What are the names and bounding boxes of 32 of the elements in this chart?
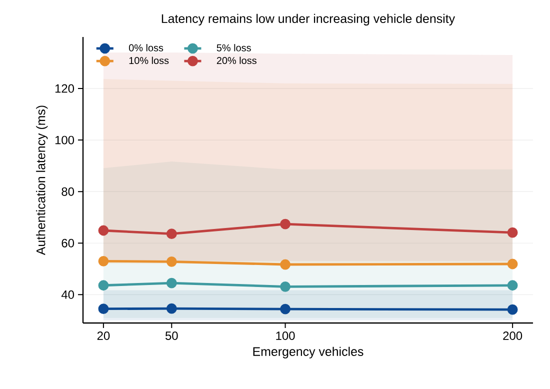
point	[98, 225, 109, 236]
point	[166, 278, 177, 288]
y-tick-label: 80	[62, 187, 74, 196]
y-tick-label: 100	[55, 136, 74, 144]
point	[166, 303, 177, 314]
point	[507, 227, 518, 238]
point	[507, 258, 518, 270]
x-tick-label: 50	[165, 332, 178, 340]
point	[98, 304, 109, 314]
legend-label: 5% loss	[216, 44, 251, 52]
chart-title: Latency remains low under increasing vehicle density	[162, 14, 456, 26]
x-axis-title: Emergency vehicles	[253, 346, 364, 358]
x-tick-label: 200	[503, 332, 522, 340]
point	[166, 256, 177, 267]
point	[280, 304, 290, 314]
legend-label: 10% loss	[129, 56, 169, 64]
y-axis-title: Authentication latency (ms)	[36, 106, 48, 256]
point	[280, 259, 290, 270]
legend-label: 0% loss	[128, 44, 164, 52]
point	[280, 218, 290, 230]
point	[507, 304, 518, 315]
y-tick-label: 60	[62, 238, 74, 248]
x-tick-label: 20	[97, 332, 110, 340]
point	[280, 281, 290, 292]
x-tick-label: 100	[276, 332, 295, 340]
point	[166, 228, 177, 240]
point	[98, 280, 109, 291]
point	[98, 256, 109, 266]
y-tick-label: 40	[61, 290, 74, 299]
y-tick-label: 120	[55, 84, 74, 93]
legend-label: 20% loss	[216, 56, 256, 64]
point	[507, 280, 518, 291]
